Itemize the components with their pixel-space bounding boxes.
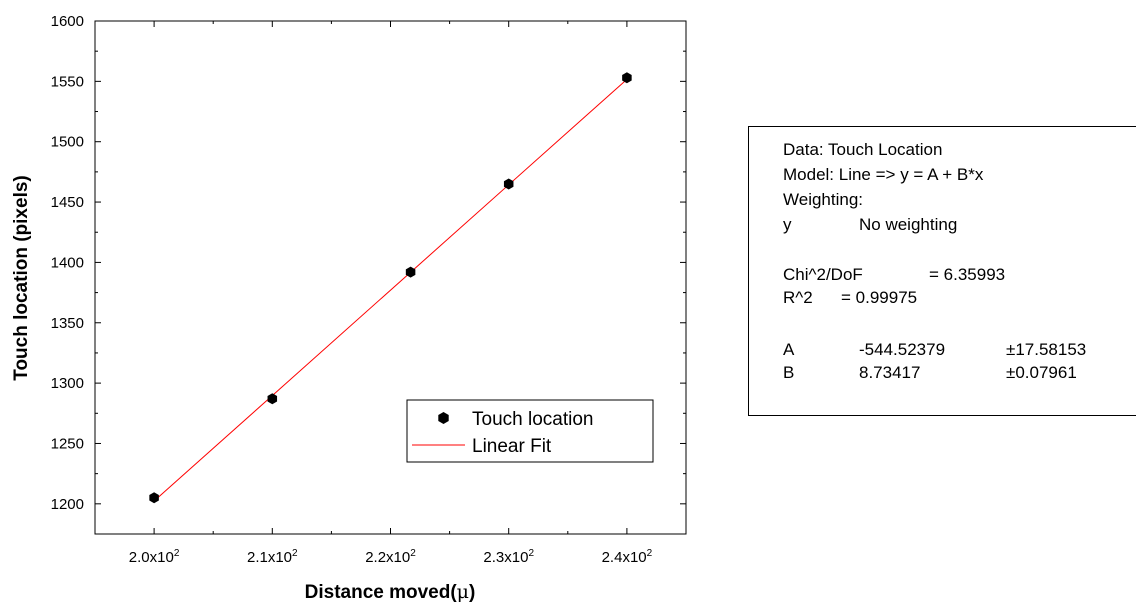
y-tick-label: 1200 bbox=[51, 496, 84, 513]
legend-marker-touch-location bbox=[438, 412, 449, 424]
x-axis-ticks: 2.0x102 2.1x102 2.2x102 2.3x102 2.4x102 bbox=[94, 21, 687, 566]
x-tick-label: 2.0x102 bbox=[129, 548, 180, 566]
data-point bbox=[405, 266, 416, 278]
y-tick-label: 1250 bbox=[51, 435, 84, 452]
fit-y-label: y bbox=[783, 215, 792, 234]
fit-model-line: Model: Line => y = A + B*x bbox=[783, 165, 984, 184]
y-tick-label: 1400 bbox=[51, 254, 84, 271]
x-axis-title-close: ) bbox=[469, 582, 475, 603]
fit-param-a-error: ±17.58153 bbox=[1006, 340, 1087, 359]
legend: Touch location Linear Fit bbox=[406, 399, 654, 463]
data-point bbox=[503, 178, 514, 190]
fit-param-a-value: -544.52379 bbox=[859, 340, 946, 359]
fit-param-b-value: 8.73417 bbox=[859, 363, 921, 382]
data-point bbox=[149, 492, 159, 504]
x-tick-label: 2.1x102 bbox=[247, 548, 298, 566]
fit-param-b-error: ±0.07961 bbox=[1006, 363, 1077, 382]
fit-data-line: Data: Touch Location bbox=[783, 140, 943, 159]
fit-weighting-line: Weighting: bbox=[783, 190, 864, 209]
linear-fit-line bbox=[153, 78, 628, 502]
y-tick-label: 1500 bbox=[51, 134, 84, 151]
y-axis-ticks: 1200 1250 1300 1350 1400 1450 1500 1550 1600 bbox=[51, 13, 686, 513]
legend-box bbox=[406, 399, 654, 463]
fit-chi-label: Chi^2/DoF bbox=[783, 265, 863, 284]
y-tick-label: 1300 bbox=[51, 375, 84, 392]
fit-chi-value: = 6.35993 bbox=[929, 265, 1006, 284]
x-tick-label: 2.2x102 bbox=[365, 548, 416, 566]
fit-y-value: No weighting bbox=[859, 215, 958, 234]
x-axis-title-unit: μ bbox=[457, 581, 469, 603]
legend-label-linear-fit: Linear Fit bbox=[472, 436, 552, 457]
y-tick-label: 1550 bbox=[51, 73, 84, 90]
y-tick-label: 1600 bbox=[51, 13, 84, 30]
y-axis-title: Touch location (pixels) bbox=[11, 175, 32, 381]
data-point bbox=[622, 72, 632, 84]
data-point bbox=[267, 393, 278, 405]
fit-param-a-name: A bbox=[783, 340, 795, 359]
y-tick-label: 1450 bbox=[51, 194, 84, 211]
x-tick-label: 2.3x102 bbox=[483, 548, 534, 566]
series-layer bbox=[149, 72, 632, 504]
x-tick-label: 2.4x102 bbox=[602, 548, 653, 566]
fit-param-b-name: B bbox=[783, 363, 795, 382]
y-tick-label: 1350 bbox=[51, 315, 84, 332]
x-axis-title-text: Distance moved( bbox=[305, 582, 458, 603]
x-axis-title: Distance moved(μ) bbox=[305, 581, 476, 603]
fit-r2-value: = 0.99975 bbox=[841, 288, 918, 307]
fit-statistics-box: Data: Touch Location Model: Line => y = … bbox=[748, 126, 1136, 416]
legend-label-touch-location: Touch location bbox=[472, 409, 593, 430]
fit-r2-label: R^2 bbox=[783, 288, 813, 307]
